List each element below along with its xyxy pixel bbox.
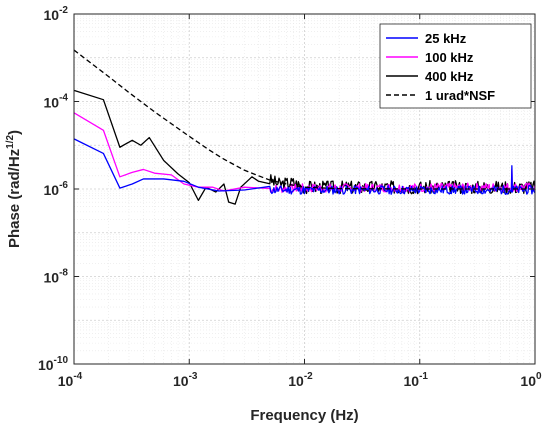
series-line-1-urad-nsf (73, 49, 535, 190)
y-axis-title-group: Phase (rad/Hz1/2) (5, 130, 23, 248)
legend: 25 kHz 100 kHz 400 kHz 1 urad*NSF (379, 23, 532, 109)
x-tick-label: 10-2 (288, 371, 313, 389)
tick-labels: 10-4 10-3 10-2 10-1 100 10-2 10-4 10-6 10-8 10-10 (38, 5, 542, 389)
y-axis-title-tail: ) (6, 130, 23, 135)
y-tick-label: 10-6 (44, 180, 69, 198)
y-axis-title-main: Phase (rad/Hz (6, 149, 23, 248)
x-tick-label: 10-3 (173, 371, 198, 389)
y-axis-title: Phase (rad/Hz1/2) (5, 130, 23, 248)
x-tick-label: 10-4 (58, 371, 83, 389)
series-lines (73, 49, 536, 205)
x-axis-title: Frequency (Hz) (250, 407, 358, 424)
x-tick-label: 10-1 (404, 371, 429, 389)
y-axis-title-sup: 1/2 (5, 135, 16, 149)
y-tick-label: 10-4 (44, 93, 69, 111)
legend-label: 400 kHz (425, 69, 474, 84)
legend-label: 25 kHz (425, 31, 467, 46)
legend-label: 100 kHz (425, 50, 474, 65)
y-tick-label: 10-2 (44, 5, 69, 23)
y-tick-label: 10-10 (38, 355, 68, 373)
y-tick-label: 10-8 (44, 268, 69, 286)
legend-label: 1 urad*NSF (425, 88, 495, 103)
x-tick-label: 100 (520, 371, 542, 389)
